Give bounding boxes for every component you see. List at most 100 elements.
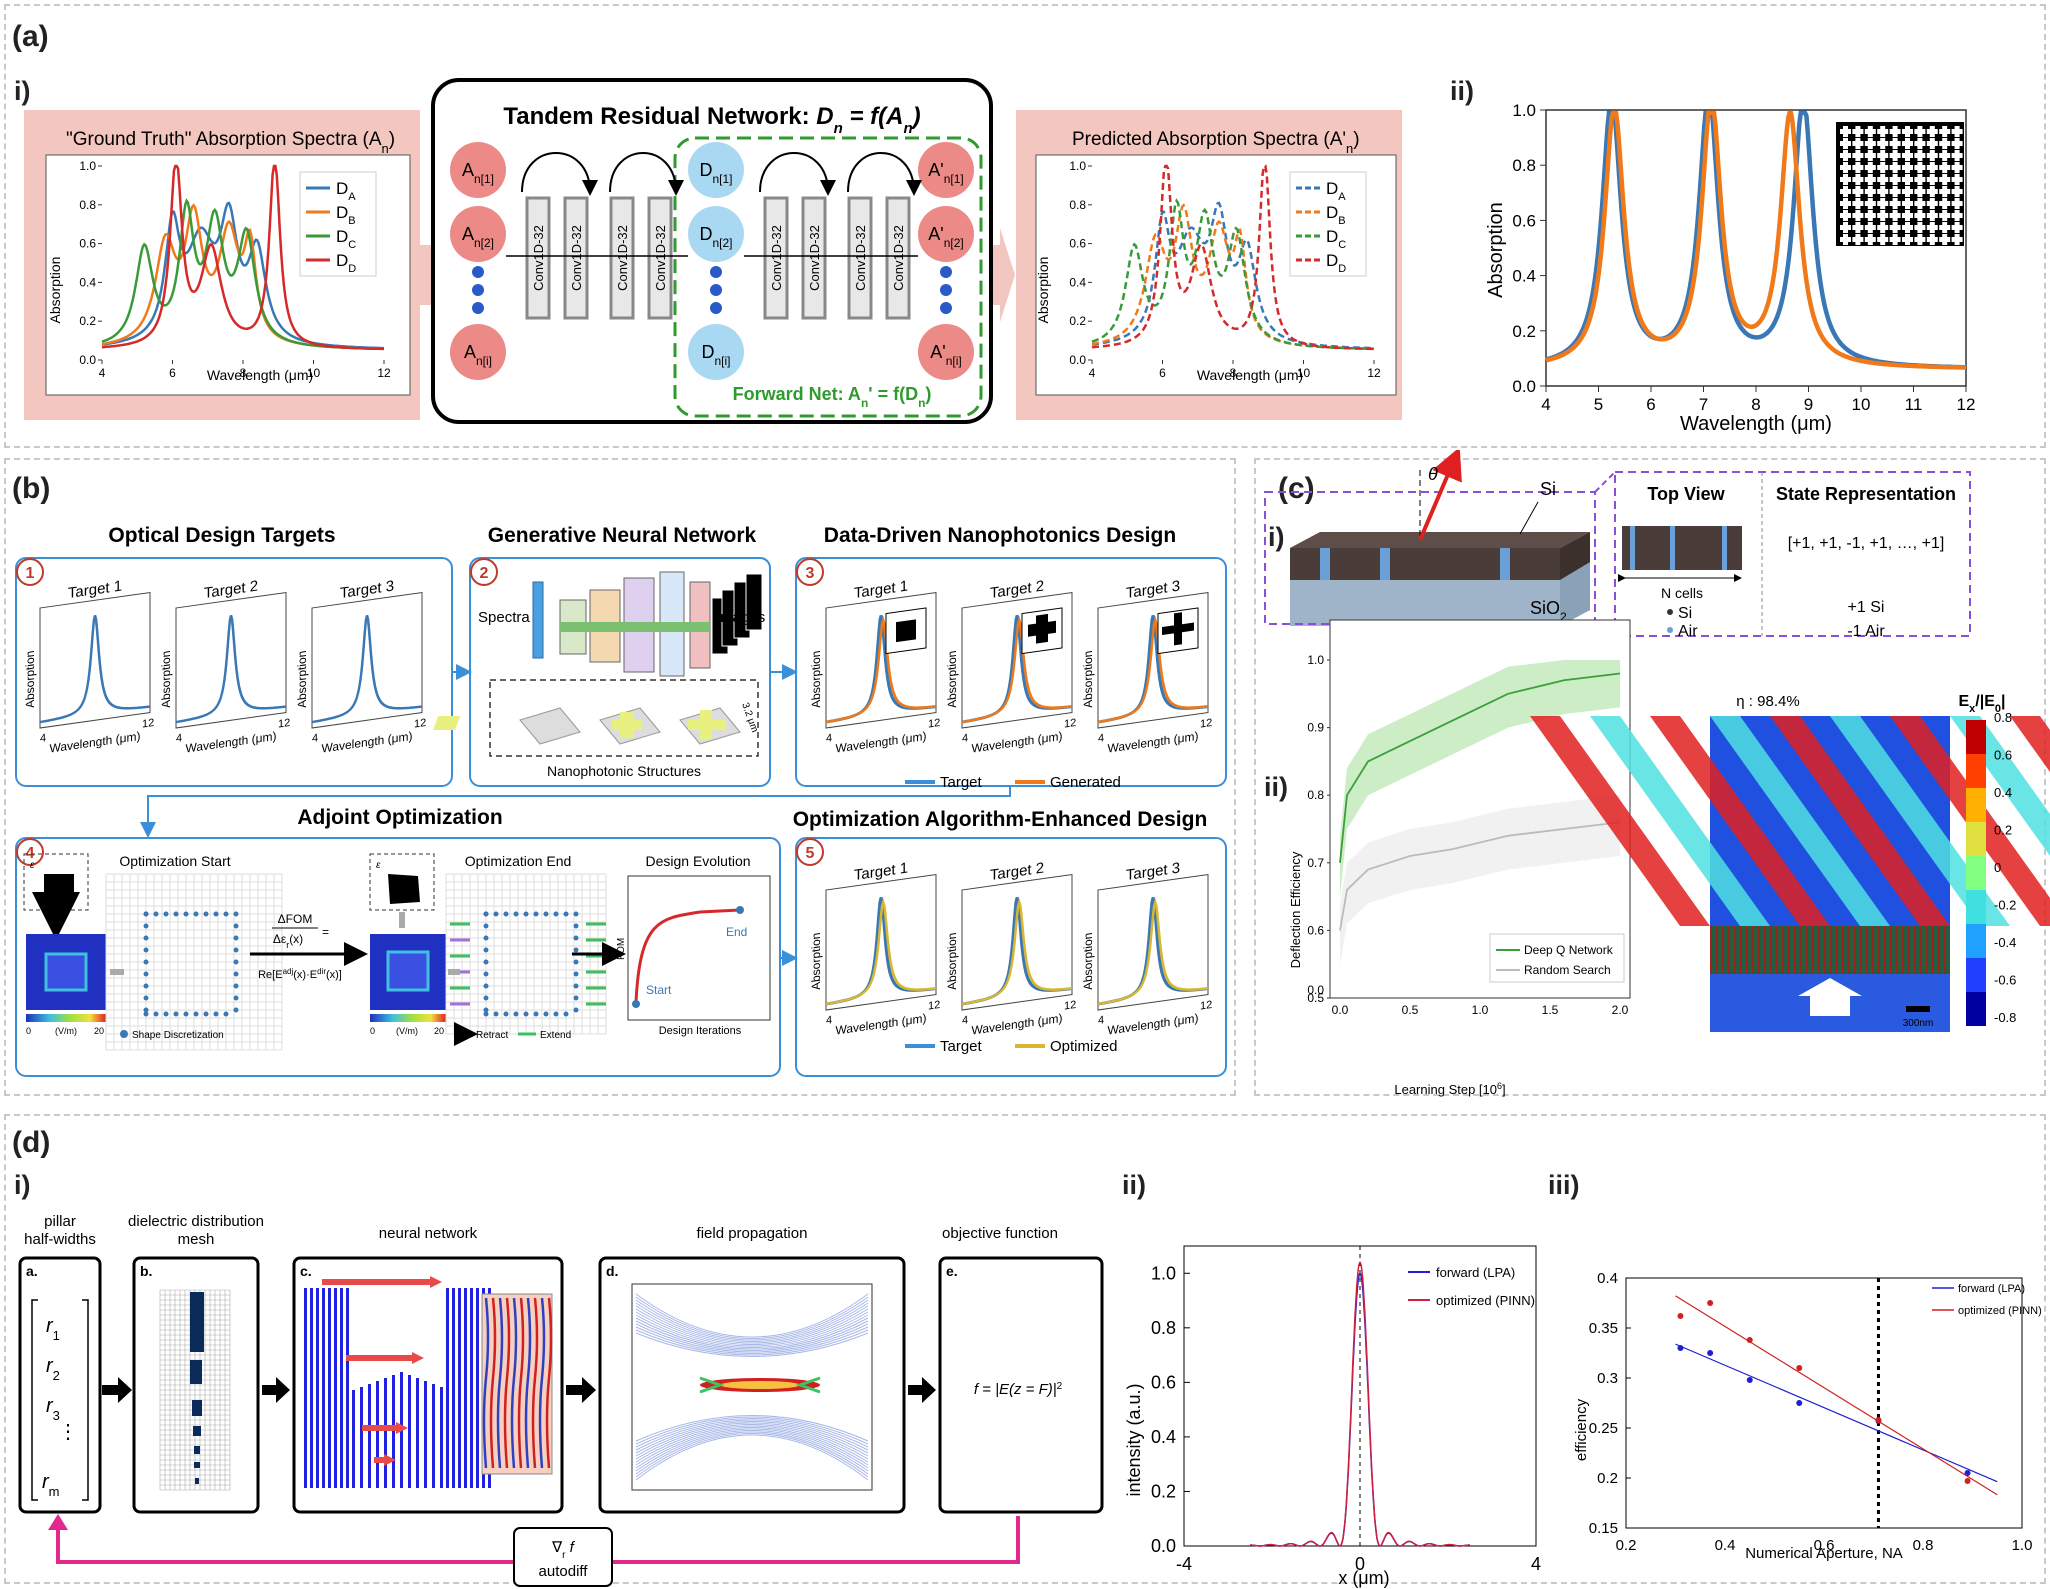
diii-point — [1796, 1365, 1803, 1371]
tick-x: 10 — [1297, 366, 1311, 380]
network-node — [918, 324, 974, 380]
tick-y: 0.0 — [1069, 353, 1086, 367]
svg-text:b.: b. — [140, 1263, 152, 1279]
panel-b-figure: Optical Design Targets Generative Neural… — [15, 524, 1227, 1077]
tick-y: 0.4 — [1069, 275, 1086, 289]
conv-layer — [525, 196, 551, 320]
panel-c-figure: θ Si SiO2 E Top View State Representatio… — [1264, 450, 2050, 1097]
deflected-beam — [1418, 450, 1462, 541]
tick-x: 7 — [1699, 395, 1708, 414]
tick-x: 4 — [1531, 1554, 1541, 1574]
diii-point — [1964, 1478, 1971, 1484]
b-arrow-3-4 — [140, 786, 1011, 838]
svg-text:0: 0 — [370, 1026, 375, 1036]
tick-x: 1.5 — [1542, 1003, 1559, 1017]
legend-entry: DC — [1326, 227, 1346, 251]
svg-text:An[i]: An[i] — [464, 342, 492, 368]
network-node — [918, 206, 974, 262]
legend-entry: DD — [1326, 251, 1346, 275]
d-head-5: objective function — [942, 1225, 1058, 1242]
diii-point — [1707, 1300, 1714, 1306]
network-node — [918, 142, 974, 198]
tick-y: 0.3 — [1597, 1370, 1618, 1387]
svg-text:Absorption: Absorption — [809, 932, 823, 991]
svg-text:r3: r3 — [46, 1395, 60, 1423]
dii-series-1 — [1250, 1261, 1470, 1547]
b-title-2: Generative Neural Network — [488, 524, 757, 547]
svg-text:Conv1D-32: Conv1D-32 — [569, 225, 584, 291]
diii-point — [1677, 1313, 1684, 1319]
svg-text:Absorption: Absorption — [809, 650, 823, 709]
panel-c-sub-i: i) — [1268, 522, 1285, 552]
legend-entry: DB — [336, 203, 356, 227]
panel-c-sub-ii: ii) — [1264, 772, 1288, 802]
svg-text:d.: d. — [606, 1263, 618, 1279]
legend-entry: Deep Q Network — [1524, 943, 1614, 957]
svg-text:Conv1D-32: Conv1D-32 — [769, 225, 784, 291]
eq-top: ΔFOM — [278, 912, 313, 926]
tick-x: 0.4 — [1715, 1537, 1736, 1554]
autodiff-box — [513, 1527, 613, 1587]
cbar-tick: -0.4 — [1994, 935, 2016, 950]
tick-x: 0.2 — [1616, 1537, 1637, 1554]
svg-text:12: 12 — [278, 717, 290, 731]
legend-entry: DA — [1326, 179, 1346, 203]
svg-text:4: 4 — [176, 732, 182, 745]
tick-y: 0.2 — [1151, 1481, 1176, 1501]
svg-text:Conv1D-32: Conv1D-32 — [891, 225, 906, 291]
gnn-layers — [559, 571, 763, 677]
cbar-tick: -0.2 — [1994, 898, 2016, 913]
panel-c-label: (c) — [1278, 472, 1315, 505]
svg-text:autodiff: autodiff — [539, 1563, 589, 1580]
nano-label: Nanophotonic Structures — [547, 763, 701, 779]
nano-tiles — [433, 707, 741, 745]
eq-bot: Δεr(x) — [273, 932, 303, 950]
tick-x: 6 — [169, 366, 176, 380]
tick-y: 0.0 — [1151, 1536, 1176, 1556]
svg-text:∇r f: ∇r f — [551, 1539, 576, 1561]
tick-y0: 0.0 — [1307, 983, 1324, 997]
svg-text:FOM: FOM — [616, 938, 627, 960]
svg-text:r1: r1 — [46, 1315, 60, 1343]
neural-network-diagram — [304, 1276, 553, 1488]
tick-y: 0.8 — [79, 198, 96, 212]
svg-text:Start: Start — [646, 983, 672, 997]
network-title: Tandem Residual Network: Dn = f(An) — [503, 103, 920, 137]
panel-c — [1254, 458, 2046, 1096]
cbar-tick: 0.6 — [1994, 748, 2012, 763]
tick-x: 6 — [1159, 366, 1166, 380]
top-view-box — [1614, 471, 1971, 637]
tick-x: 10 — [1852, 395, 1871, 414]
svg-text:-1 Air: -1 Air — [1847, 623, 1885, 640]
svg-text:12: 12 — [1200, 717, 1212, 731]
svg-text:12: 12 — [414, 717, 426, 731]
step-number — [470, 558, 498, 586]
svg-text:12: 12 — [142, 717, 154, 731]
tick-y: 0.9 — [1307, 721, 1324, 735]
svg-text:a.: a. — [26, 1263, 38, 1279]
tick-x: 8 — [1751, 395, 1760, 414]
panel-b — [4, 458, 1236, 1096]
svg-text:End: End — [726, 925, 747, 939]
evo-label: Design Evolution — [645, 853, 750, 869]
svg-text:3: 3 — [806, 565, 815, 582]
tick-x: 8 — [1230, 366, 1237, 380]
b-title-4: Adjoint Optimization — [297, 806, 502, 829]
diii-point — [1875, 1417, 1882, 1423]
svg-text:⋮: ⋮ — [58, 1421, 78, 1443]
svg-text:Dn[1]: Dn[1] — [699, 160, 732, 186]
tick-x: 1.0 — [2012, 1537, 2033, 1554]
panel-a-figure: "Ground Truth" Absorption Spectra (An) 4… — [24, 78, 1975, 435]
svg-text:300nm: 300nm — [1903, 1018, 1934, 1029]
tick-y: 0.15 — [1589, 1520, 1618, 1537]
legend-entry: DA — [336, 179, 356, 203]
panel-a-sub-ii: ii) — [1450, 76, 1474, 106]
svg-text:+1 Si: +1 Si — [1848, 599, 1885, 616]
tick-x: 0.6 — [1814, 1537, 1835, 1554]
legend-entry: DD — [336, 251, 356, 275]
svg-text:Conv1D-32: Conv1D-32 — [653, 225, 668, 291]
network-node — [450, 142, 506, 198]
aii-axes: 4 5 6 7 8 9 10 11 12 0.0 0.2 0.4 0.6 0.8 1.0 — [1512, 101, 1975, 414]
